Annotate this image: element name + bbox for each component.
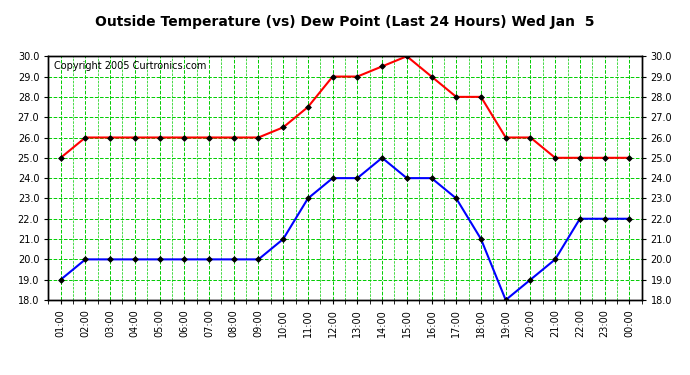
- Text: Outside Temperature (vs) Dew Point (Last 24 Hours) Wed Jan  5: Outside Temperature (vs) Dew Point (Last…: [95, 15, 595, 29]
- Text: Copyright 2005 Curtronics.com: Copyright 2005 Curtronics.com: [55, 61, 206, 71]
